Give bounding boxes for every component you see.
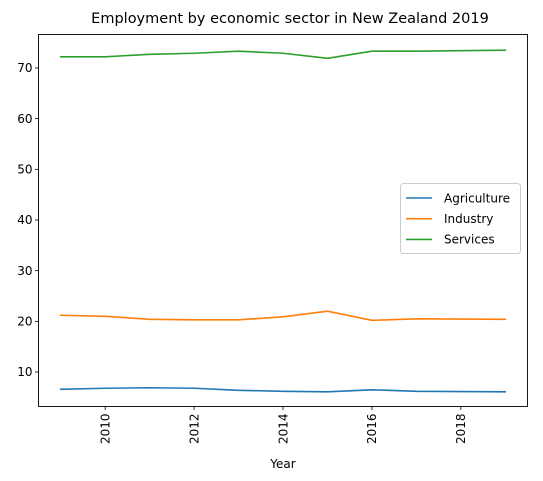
y-tick-label: 70	[17, 61, 32, 75]
series-line-agriculture	[61, 388, 506, 392]
y-axis-ticks: 10 20 30 40 50 60 70	[17, 61, 38, 379]
x-axis-label: Year	[269, 457, 295, 471]
legend-label-services: Services	[444, 233, 495, 247]
chart-title: Employment by economic sector in New Zea…	[91, 11, 489, 27]
x-tick-label: 2014	[276, 414, 290, 445]
y-tick-label: 10	[17, 365, 32, 379]
legend: Agriculture Industry Services	[401, 184, 521, 254]
y-tick-label: 60	[17, 112, 32, 126]
y-tick-label: 20	[17, 315, 32, 329]
x-tick-label: 2012	[187, 414, 201, 445]
series-line-services	[61, 50, 506, 58]
legend-label-industry: Industry	[444, 212, 493, 226]
legend-label-agriculture: Agriculture	[444, 191, 510, 205]
y-tick-label: 30	[17, 264, 32, 278]
series-line-industry	[61, 311, 506, 320]
y-tick-label: 40	[17, 213, 32, 227]
y-tick-label: 50	[17, 163, 32, 177]
x-tick-label: 2016	[365, 414, 379, 445]
x-axis-ticks: 2010 2012 2014 2016 2018	[98, 407, 468, 445]
x-tick-label: 2010	[98, 414, 112, 445]
x-tick-label: 2018	[454, 414, 468, 445]
